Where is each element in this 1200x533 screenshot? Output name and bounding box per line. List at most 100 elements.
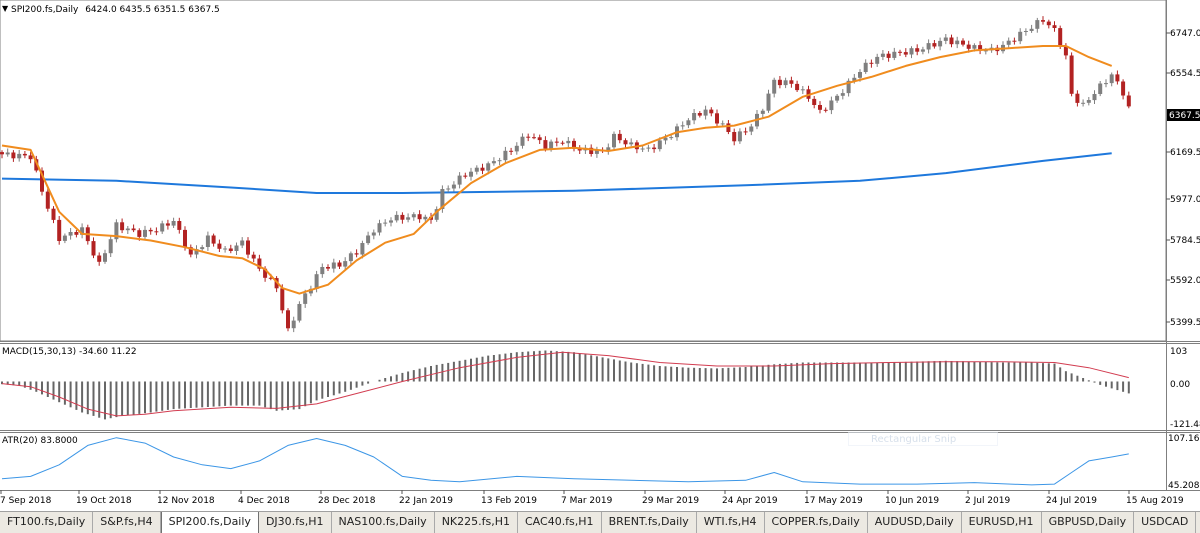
chart-tab[interactable]: NK225.fs,H1 xyxy=(435,512,518,533)
candle-body xyxy=(846,80,851,94)
candle-body xyxy=(715,113,719,124)
candle-body xyxy=(1012,40,1017,42)
candle-body xyxy=(1018,31,1023,42)
current-price-label: 6367.5 xyxy=(1169,111,1200,121)
candle-body xyxy=(669,137,674,139)
candle-body xyxy=(423,216,428,220)
candle-body xyxy=(469,171,473,177)
candle-body xyxy=(537,137,542,141)
candle-body xyxy=(812,98,817,105)
chart-tab[interactable]: CAC40.fs,H1 xyxy=(518,512,602,533)
candle-body xyxy=(789,80,794,84)
candle-body xyxy=(183,229,187,248)
candle-body xyxy=(909,48,914,55)
candle-body xyxy=(463,175,468,177)
candle-body xyxy=(474,167,479,172)
candle-body xyxy=(57,219,62,241)
candle-body xyxy=(1109,74,1114,84)
candle-body xyxy=(852,77,857,81)
candle-body xyxy=(125,228,130,231)
candle-body xyxy=(491,161,496,164)
chart-tab[interactable]: WTI.fs,H4 xyxy=(697,512,765,533)
candle-body xyxy=(223,248,228,250)
candle-body xyxy=(858,72,862,78)
chart-tab[interactable]: DJ30.fs,H1 xyxy=(259,512,332,533)
candle-body xyxy=(926,43,931,50)
candle-body xyxy=(188,247,193,255)
candles-layer xyxy=(0,16,1131,333)
chart-canvas[interactable]: 6747.0 6554.5 6169.5 5977.0 5784.5 5592.0 5399… xyxy=(0,0,1200,511)
candle-body xyxy=(246,240,250,255)
candle-body xyxy=(966,44,971,49)
candle-body xyxy=(823,109,828,111)
chart-tab[interactable]: AUDUSD,Daily xyxy=(868,512,962,533)
time-tick-label: 7 Sep 2018 xyxy=(0,496,52,506)
candle-body xyxy=(240,240,245,246)
candle-body xyxy=(983,50,988,52)
candle-body xyxy=(1081,102,1086,104)
candle-body xyxy=(617,133,622,141)
candle-body xyxy=(331,262,336,269)
candle-body xyxy=(943,37,948,41)
chart-tab[interactable]: COPPER.fs,Daily xyxy=(765,512,868,533)
candle-body xyxy=(920,49,925,52)
candle-body xyxy=(1006,40,1011,45)
ma-fast-layer xyxy=(1,45,1113,295)
candle-body xyxy=(961,40,965,45)
rectangular-snip-overlay: Rectangular Snip xyxy=(848,432,998,446)
chart-tab[interactable]: S&P.fs,H4 xyxy=(93,512,161,533)
candle-body xyxy=(22,153,27,156)
candle-body xyxy=(389,220,393,223)
candle-body xyxy=(652,147,657,150)
macd-tick-label: 0.00 xyxy=(1170,380,1190,390)
candle-body xyxy=(354,253,359,255)
candle-body xyxy=(680,125,685,127)
chart-tab[interactable]: NAS100.fs,Daily xyxy=(332,512,435,533)
candle-body xyxy=(612,133,616,148)
candle-body xyxy=(720,123,725,125)
candle-body xyxy=(263,268,268,278)
candle-body xyxy=(772,79,777,94)
candle-body xyxy=(863,62,868,72)
time-tick-label: 2 Jul 2019 xyxy=(965,496,1010,506)
candle-body xyxy=(51,208,56,220)
chart-tab[interactable]: BRENT.fs,Daily xyxy=(602,512,697,533)
candle-body xyxy=(732,132,737,142)
candle-body xyxy=(148,229,153,232)
candle-body xyxy=(1104,83,1108,85)
candle-body xyxy=(1126,95,1131,107)
candle-body xyxy=(45,191,50,209)
candle-body xyxy=(251,254,256,259)
candle-body xyxy=(572,140,576,149)
candle-body xyxy=(978,45,983,51)
candle-body xyxy=(777,79,782,86)
candle-body xyxy=(434,209,439,220)
candle-body xyxy=(1029,28,1034,31)
candle-body xyxy=(217,243,222,249)
chart-tab[interactable]: GBPUSD,Daily xyxy=(1042,512,1135,533)
candle-body xyxy=(949,37,954,45)
chart-tab[interactable]: USDCAD xyxy=(1134,512,1197,533)
time-tick-label: 19 Oct 2018 xyxy=(76,496,132,506)
time-tick-label: 4 Dec 2018 xyxy=(238,496,290,506)
candle-body xyxy=(320,267,325,275)
candle-body xyxy=(1052,25,1057,28)
chart-tab[interactable]: FT100.fs,Daily xyxy=(0,512,94,533)
candle-body xyxy=(480,167,485,171)
candle-body xyxy=(337,262,342,267)
main-pane-title: SPI200.fs,Daily 6424.0 6435.5 6351.5 636… xyxy=(11,5,220,15)
candle-body xyxy=(68,232,73,236)
current-price-box xyxy=(1167,109,1200,121)
candle-body xyxy=(543,140,548,149)
price-tick-label: 5399.5 xyxy=(1170,318,1200,328)
chart-tab[interactable]: EURUSD,H1 xyxy=(962,512,1042,533)
collapse-icon[interactable]: ▼ xyxy=(2,4,9,13)
candle-body xyxy=(177,221,182,230)
candle-body xyxy=(520,136,525,146)
candle-body xyxy=(549,141,554,149)
candle-body xyxy=(657,140,662,150)
chart-tab[interactable]: SPI200.fs,Daily xyxy=(160,512,259,533)
candle-body xyxy=(486,163,491,171)
macd-tick-label: -121.48 xyxy=(1170,420,1200,430)
candle-body xyxy=(343,261,348,267)
